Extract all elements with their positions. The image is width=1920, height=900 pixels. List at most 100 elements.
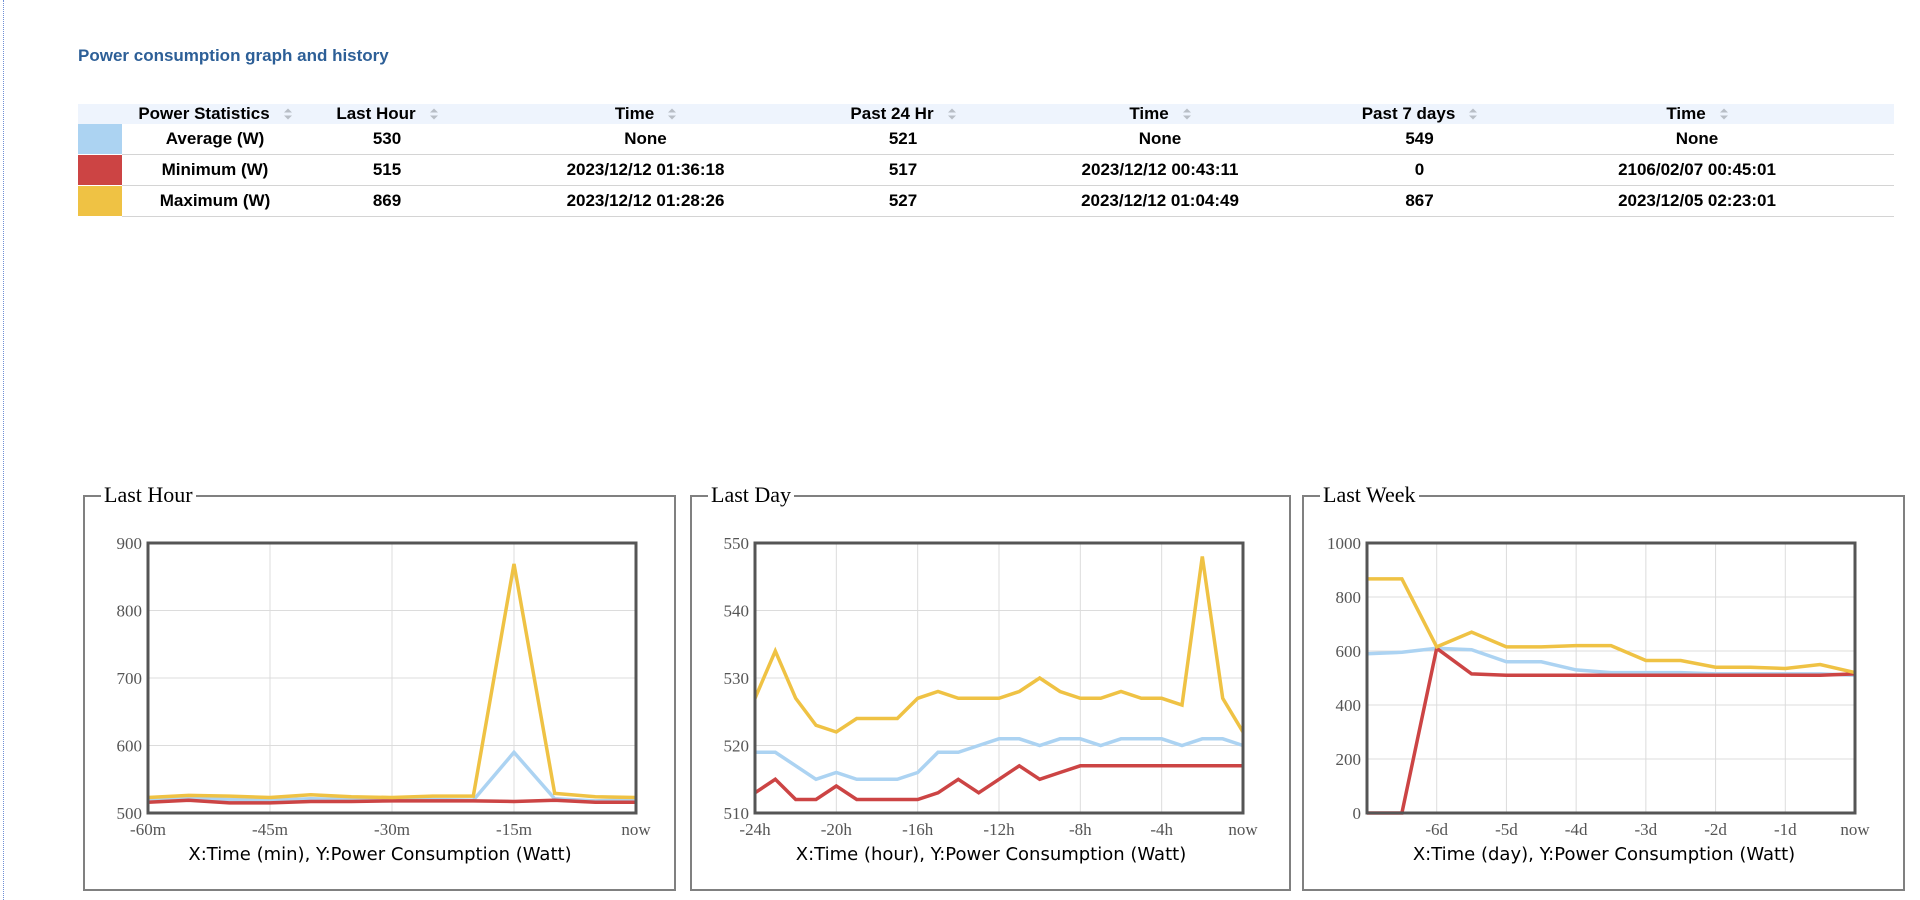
last-day-chart: 510 520 530 540 550 -24h -20h -16h -12h -8h -4h now xyxy=(690,495,1291,891)
table-cell: 2023/12/12 00:43:11 xyxy=(981,154,1339,186)
table-cell: Average (W) xyxy=(122,124,308,155)
y-tick-label: 0 xyxy=(1353,804,1362,823)
header-past-7-days[interactable]: Past 7 days xyxy=(1339,104,1500,124)
table-row: Minimum (W) 515 2023/12/12 01:36:18 517 … xyxy=(78,154,1894,186)
swatch-header xyxy=(78,104,122,124)
axis-caption: X:Time (day), Y:Power Consumption (Watt) xyxy=(1412,844,1796,865)
table-cell: 2023/12/05 02:23:01 xyxy=(1500,185,1894,217)
table-cell: 867 xyxy=(1339,185,1500,217)
x-tick-label: -24h xyxy=(739,820,771,839)
x-tick-label: -5d xyxy=(1495,820,1518,839)
header-label: Time xyxy=(1666,104,1706,123)
x-tick-label: -30m xyxy=(374,820,410,839)
chart-panel-last-hour: 500 600 700 800 900 -60m -45m -30m -15m now Last … xyxy=(83,483,677,893)
maximum-color-swatch xyxy=(78,185,122,217)
y-tick-label: 520 xyxy=(724,737,750,756)
maximum-series-line xyxy=(147,563,637,800)
table-cell: None xyxy=(466,124,825,155)
y-tick-label: 530 xyxy=(724,669,750,688)
table-cell: 530 xyxy=(308,124,466,155)
x-tick-label: -4h xyxy=(1150,820,1173,839)
header-time-24hr[interactable]: Time xyxy=(981,104,1339,124)
x-tick-label: -12h xyxy=(983,820,1015,839)
y-tick-label: 600 xyxy=(1336,642,1362,661)
page-left-rule xyxy=(3,0,4,900)
header-time-hour[interactable]: Time xyxy=(466,104,825,124)
table-cell: 2106/02/07 00:45:01 xyxy=(1500,154,1894,186)
plot-area-border xyxy=(753,541,1245,815)
panel-title: Last Week xyxy=(1320,483,1419,507)
header-time-7days[interactable]: Time xyxy=(1500,104,1894,124)
x-tick-label: -16h xyxy=(902,820,934,839)
chart-panel-last-week: 0 200 400 600 800 1000 -6d -5d -4d -3d -2d -1d now L… xyxy=(1302,483,1906,893)
table-cell: 527 xyxy=(825,185,981,217)
y-tick-label: 1000 xyxy=(1327,534,1361,553)
x-tick-label: now xyxy=(621,820,651,839)
sort-icon[interactable] xyxy=(1182,107,1191,121)
y-tick-label: 800 xyxy=(117,602,143,621)
y-tick-label: 900 xyxy=(117,534,143,553)
y-tick-label: 500 xyxy=(117,804,143,823)
sort-icon[interactable] xyxy=(947,107,956,121)
x-tick-label: -20h xyxy=(821,820,853,839)
sort-icon[interactable] xyxy=(283,107,292,121)
y-tick-label: 550 xyxy=(724,534,750,553)
chart-panel-last-day: 510 520 530 540 550 -24h -20h -16h -12h -8h -4h now… xyxy=(690,483,1291,893)
sort-icon[interactable] xyxy=(1469,107,1478,121)
table-cell: Maximum (W) xyxy=(122,185,308,217)
table-cell: Minimum (W) xyxy=(122,154,308,186)
y-tick-label: 700 xyxy=(117,669,143,688)
table-cell: 0 xyxy=(1339,154,1500,186)
table-cell: 521 xyxy=(825,124,981,155)
axis-caption: X:Time (hour), Y:Power Consumption (Watt… xyxy=(795,844,1187,865)
header-label: Power Statistics xyxy=(138,104,270,123)
x-tick-label: -8h xyxy=(1069,820,1092,839)
panel-title: Last Day xyxy=(708,483,795,507)
table-cell: 2023/12/12 01:36:18 xyxy=(466,154,825,186)
table-cell: 515 xyxy=(308,154,466,186)
x-tick-label: -6d xyxy=(1425,820,1448,839)
header-label: Time xyxy=(614,104,655,123)
table-header-row: Power Statistics Last Hour Time Past 24 … xyxy=(78,104,1894,124)
panel-frame xyxy=(1302,495,1905,891)
header-power-statistics[interactable]: Power Statistics xyxy=(122,104,308,124)
y-tick-label: 600 xyxy=(117,737,143,756)
table-cell: 517 xyxy=(825,154,981,186)
maximum-series-line xyxy=(1367,577,1856,675)
table-cell: 2023/12/12 01:04:49 xyxy=(981,185,1339,217)
minimum-series-line xyxy=(147,798,636,805)
header-label: Time xyxy=(1129,104,1169,123)
y-tick-label: 540 xyxy=(724,602,750,621)
axis-caption: X:Time (min), Y:Power Consumption (Watt) xyxy=(188,844,572,865)
x-tick-label: -3d xyxy=(1635,820,1658,839)
header-last-hour[interactable]: Last Hour xyxy=(308,104,466,124)
header-past-24-hr[interactable]: Past 24 Hr xyxy=(825,104,981,124)
header-label: Past 24 Hr xyxy=(850,104,934,123)
header-label: Past 7 days xyxy=(1361,104,1456,123)
y-tick-label: 510 xyxy=(724,804,750,823)
minimum-color-swatch xyxy=(78,154,122,186)
table-cell: 2023/12/12 01:28:26 xyxy=(466,185,825,217)
panel-title: Last Hour xyxy=(101,483,196,507)
y-tick-label: 400 xyxy=(1336,696,1362,715)
table-cell: None xyxy=(981,124,1339,155)
x-tick-label: -15m xyxy=(496,820,532,839)
sort-icon[interactable] xyxy=(668,107,677,121)
table-row: Maximum (W) 869 2023/12/12 01:28:26 527 … xyxy=(78,185,1894,217)
sort-icon[interactable] xyxy=(1719,107,1728,121)
sort-icon[interactable] xyxy=(429,107,438,121)
maximum-series-line xyxy=(753,556,1245,734)
y-tick-label: 200 xyxy=(1336,750,1362,769)
page-title: Power consumption graph and history xyxy=(78,46,389,65)
x-tick-label: -1d xyxy=(1774,820,1797,839)
x-tick-label: -45m xyxy=(252,820,288,839)
minimum-series-line xyxy=(754,763,1243,802)
table-cell: 869 xyxy=(308,185,466,217)
average-series-line xyxy=(755,737,1244,782)
plot-area-border xyxy=(1365,541,1857,815)
table-row: Average (W) 530 None 521 None 549 None xyxy=(78,124,1894,155)
x-tick-label: -4d xyxy=(1565,820,1588,839)
minimum-series-line xyxy=(1367,645,1856,815)
x-tick-label: now xyxy=(1228,820,1258,839)
table-cell: None xyxy=(1500,124,1894,155)
